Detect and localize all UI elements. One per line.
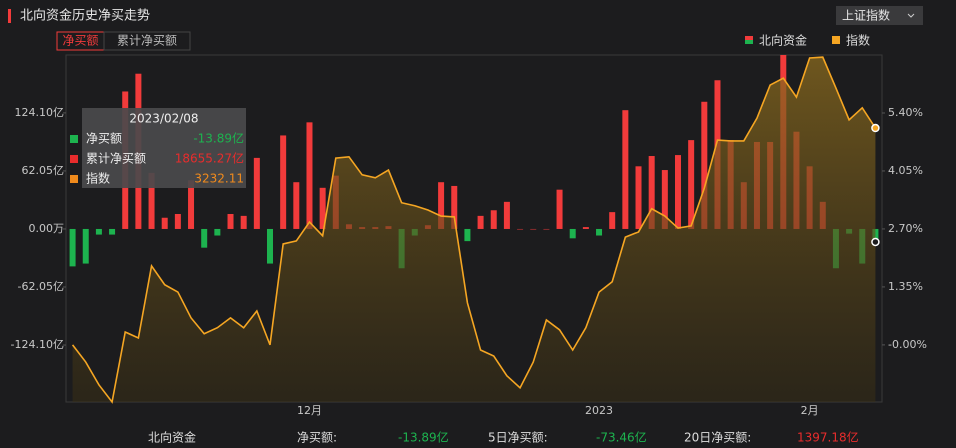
bar [306, 122, 313, 229]
tab[interactable] [103, 31, 191, 51]
bar [240, 215, 247, 229]
bar [569, 228, 576, 239]
x-tick-label: 2023 [585, 404, 613, 417]
bar [701, 101, 708, 229]
y-tick-label: 0.00万 [29, 222, 65, 235]
bar [174, 214, 181, 229]
title-marker [8, 9, 11, 23]
bar [609, 212, 616, 229]
bar [503, 201, 510, 229]
bar [161, 217, 168, 229]
dropdown-label[interactable]: 上证指数 [842, 8, 890, 23]
dropdown[interactable] [836, 6, 923, 25]
footer-label: 5日净买额: [488, 431, 548, 445]
bar [82, 228, 89, 264]
bar [267, 228, 273, 264]
bar [688, 140, 695, 229]
tooltip-value: 3232.11 [194, 172, 244, 186]
footer-label: 净买额: [297, 431, 337, 445]
bar [635, 166, 642, 229]
y2-tick-label: 4.05% [888, 164, 923, 177]
bar [280, 135, 287, 229]
tooltip-date: 2023/02/08 [129, 112, 198, 126]
legend-label: 北向资金 [759, 33, 807, 48]
footer-label: 20日净买额: [684, 431, 751, 445]
bar [253, 157, 260, 229]
y2-tick-label: 5.40% [888, 106, 923, 119]
legend-swatch [832, 36, 840, 44]
tooltip-swatch [70, 175, 78, 183]
footer-value: -73.46亿 [596, 430, 647, 445]
bar [622, 110, 629, 229]
y2-tick-label: -0.00% [888, 338, 927, 351]
tooltip-swatch [70, 155, 78, 163]
tooltip-value: -13.89亿 [193, 131, 244, 146]
title: 北向资金历史净买走势 [20, 8, 150, 24]
bar [148, 172, 155, 229]
bar [661, 170, 668, 229]
y-tick-label: -62.05亿 [18, 280, 64, 293]
bar [477, 215, 484, 229]
y2-tick-label: 1.35% [888, 280, 923, 293]
legend-swatch [745, 36, 753, 40]
bar-end-marker [871, 237, 880, 247]
bar [293, 182, 300, 229]
tooltip-label: 指数 [86, 171, 110, 186]
legend-swatch [745, 40, 753, 44]
bar [582, 227, 589, 229]
bar [201, 228, 208, 248]
bar [109, 228, 116, 235]
index-line [71, 56, 877, 404]
bar [596, 228, 603, 236]
index-area [72, 57, 876, 402]
bar [464, 228, 471, 242]
tab-label[interactable]: 累计净买额 [117, 34, 177, 48]
bar [675, 155, 681, 229]
bar [517, 228, 524, 230]
x-tick-label: 12月 [297, 404, 322, 417]
bar [214, 228, 221, 236]
tooltip-label: 净买额 [86, 132, 122, 146]
legend-label: 指数 [846, 33, 870, 48]
bar [490, 210, 497, 229]
dropdown-arrow [907, 13, 915, 18]
tooltip-box [82, 108, 246, 188]
bar [451, 185, 458, 229]
footer-value: 1397.18亿 [797, 430, 859, 445]
tooltip-swatch [70, 135, 78, 143]
tooltip-label: 累计净买额 [86, 152, 146, 166]
bar [543, 228, 550, 230]
y-tick-label: 124.10亿 [15, 106, 65, 119]
bar [95, 228, 102, 235]
index-end-marker [871, 123, 880, 133]
tab-label[interactable]: 净买额 [62, 34, 98, 48]
footer-label: 北向资金 [148, 430, 196, 445]
bar [438, 182, 445, 229]
y-tick-label: -124.10亿 [11, 338, 64, 351]
bar [556, 189, 563, 229]
bar [188, 180, 195, 229]
tooltip-value: 18655.27亿 [175, 151, 244, 166]
y-tick-label: 62.05亿 [22, 164, 65, 177]
x-tick-label: 2月 [801, 404, 819, 417]
y2-tick-label: 2.70% [888, 222, 923, 235]
bar [648, 156, 655, 229]
bar [69, 228, 76, 267]
bar [530, 228, 537, 230]
bar [319, 187, 326, 229]
footer-value: -13.89亿 [398, 430, 449, 445]
bar [227, 214, 234, 229]
